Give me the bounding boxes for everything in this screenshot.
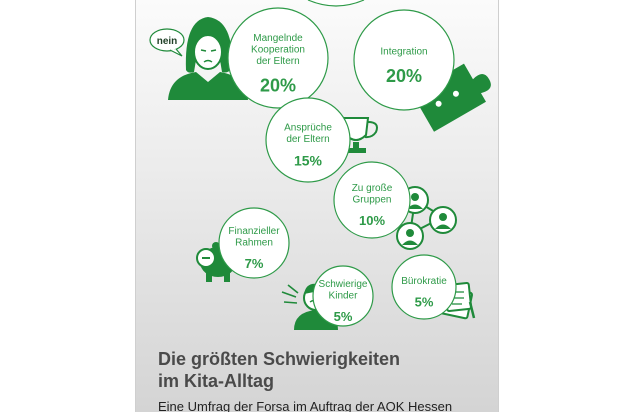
bubble-0: [227, 7, 329, 109]
bubble-4: [218, 207, 290, 279]
woman-icon: [168, 17, 248, 100]
bubble-label-5-1: Kinder: [329, 291, 359, 302]
infographic-title: Die größten Schwierigkeiten im Kita-Allt…: [158, 348, 488, 392]
bubble-label-2-0: Ansprüche: [284, 123, 332, 134]
bubble-value-2: 15%: [294, 153, 323, 169]
bubble-2: [265, 97, 351, 183]
bubble-6: [391, 254, 457, 320]
bubble-label-3-1: Gruppen: [353, 195, 392, 206]
puzzle-icon: [412, 63, 491, 132]
bubble-value-4: 7%: [245, 256, 264, 271]
infographic-panel: nein: [135, 0, 499, 412]
infographic-subtitle: Eine Umfrag der Forsa im Auftrag der AOK…: [158, 399, 453, 412]
bubble-label-6-0: Bürokratie: [401, 276, 447, 287]
title-line-2: im Kita-Alltag: [158, 371, 275, 391]
bubble-value-1: 20%: [386, 66, 422, 86]
bubble-label-0-1: Kooperation: [251, 44, 305, 55]
bubble-label-2-1: der Eltern: [286, 134, 329, 145]
bubble-label-4-0: Finanzieller: [228, 226, 280, 237]
bubble-label-0-2: der Eltern: [256, 56, 299, 67]
bubble-label-0-0: Mangelnde: [253, 33, 303, 44]
bubble-3: [333, 161, 411, 239]
title-line-1: Die größten Schwierigkeiten: [158, 349, 401, 369]
bubble-value-5: 5%: [334, 309, 353, 324]
bubble-label-3-0: Zu große: [352, 183, 393, 194]
speech-bubble-icon: [149, 28, 185, 57]
bubble-1: [353, 9, 455, 111]
bubble-label-5-0: Schwierige: [319, 279, 368, 290]
bubble-chart: nein: [149, 0, 491, 330]
speech-bubble-text: nein: [157, 36, 178, 47]
bubble-value-0: 20%: [260, 75, 296, 95]
bubble-value-3: 10%: [359, 213, 385, 228]
bubble-label-1-0: Integration: [380, 46, 427, 57]
bubble-label-4-1: Rahmen: [235, 238, 273, 249]
bubble-value-6: 5%: [415, 294, 434, 309]
bubble-5: [312, 265, 374, 327]
partial-bubble: [307, 0, 365, 7]
